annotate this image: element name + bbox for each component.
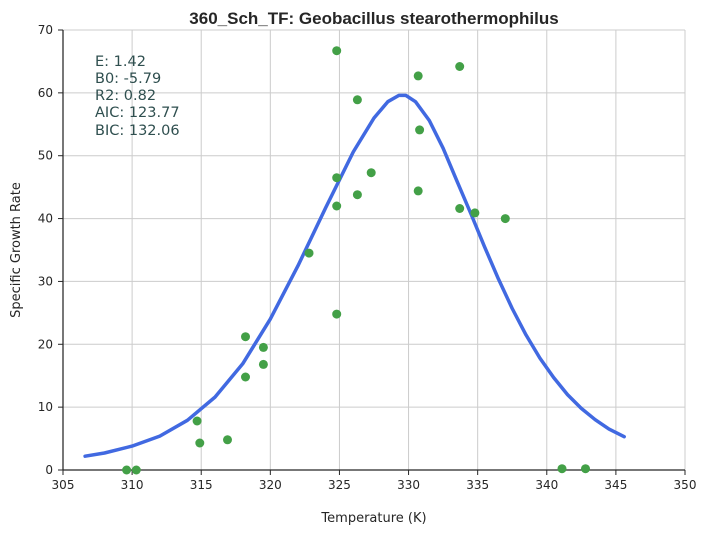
chart-title: 360_Sch_TF: Geobacillus stearothermophil… (189, 9, 558, 28)
ticks: 305 310 315 320 325 330 335 340 345 350 0 10 20 30 40 5… (38, 23, 697, 492)
data-point (332, 173, 342, 183)
data-point (352, 190, 362, 200)
x-tick-label: 345 (604, 478, 627, 492)
x-axis-label: Temperature (K) (320, 511, 426, 526)
data-point (413, 186, 423, 196)
data-point (455, 204, 465, 213)
y-tick-label: 70 (38, 23, 53, 37)
data-point (352, 95, 362, 105)
data-point (192, 416, 202, 426)
data-point (500, 214, 510, 224)
y-tick-label: 30 (38, 274, 53, 288)
data-point (581, 464, 590, 474)
annotation-aic: AIC: 123.77 (95, 105, 180, 121)
data-point (415, 125, 425, 135)
x-tick-label: 330 (397, 478, 420, 492)
y-axis-label: Specific Growth Rate (9, 182, 24, 318)
data-point (195, 438, 205, 448)
data-point (366, 168, 376, 178)
y-tick-label: 60 (38, 86, 53, 100)
annotation-r2: R2: 0.82 (95, 88, 156, 104)
data-point (223, 435, 232, 445)
data-point (413, 71, 423, 81)
x-tick-label: 340 (535, 478, 558, 492)
x-tick-label: 325 (328, 478, 351, 492)
fit-statistics: E: 1.42 B0: -5.79 R2: 0.82 AIC: 123.77 B… (95, 54, 180, 139)
data-point (470, 208, 480, 218)
data-point (258, 359, 268, 369)
x-tick-label: 335 (466, 478, 489, 492)
y-tick-label: 10 (38, 400, 53, 414)
annotation-b0: B0: -5.79 (95, 71, 161, 87)
x-tick-label: 350 (674, 478, 697, 492)
x-tick-label: 315 (190, 478, 213, 492)
data-point (304, 248, 314, 258)
x-tick-label: 305 (52, 478, 75, 492)
x-tick-label: 310 (121, 478, 144, 492)
data-point (332, 46, 342, 56)
x-tick-label: 320 (259, 478, 282, 492)
y-tick-label: 50 (38, 149, 53, 163)
fitted-curve-layer (83, 93, 626, 458)
data-point (258, 342, 268, 352)
data-point (241, 372, 250, 382)
fitted-curve (83, 93, 626, 458)
data-point (131, 465, 141, 475)
annotation-e: E: 1.42 (95, 54, 146, 70)
data-points-layer (122, 46, 590, 475)
data-point (122, 465, 132, 475)
data-point (455, 62, 465, 71)
annotation-bic: BIC: 132.06 (95, 123, 180, 139)
y-tick-label: 0 (45, 463, 53, 477)
y-tick-label: 20 (38, 337, 53, 351)
y-tick-label: 40 (38, 212, 53, 226)
data-point (332, 309, 342, 319)
data-point (241, 332, 250, 342)
data-point (557, 464, 567, 474)
data-point (332, 201, 342, 211)
